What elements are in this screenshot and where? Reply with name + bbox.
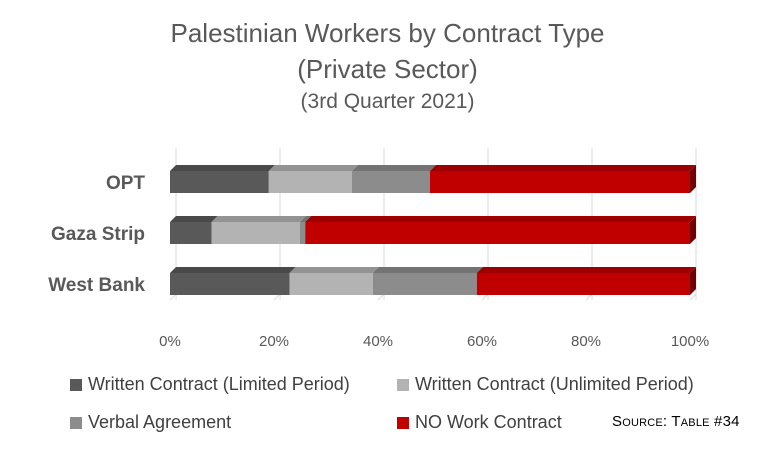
legend-swatch-unlimited — [397, 378, 409, 391]
bar-segment — [476, 273, 690, 295]
bar-segment-top — [211, 216, 306, 222]
chart-period: (3rd Quarter 2021) — [300, 90, 475, 113]
bar-segment-top — [170, 216, 218, 222]
chart-title: Palestinian Workers by Contract Type — [170, 18, 605, 48]
bar-segment — [170, 222, 212, 244]
x-tick-label: 0% — [159, 333, 181, 350]
bar-segment — [372, 273, 477, 295]
bar-segment-side — [690, 216, 696, 244]
legend-label-no-contract: NO Work Contract — [415, 412, 562, 432]
bar-segment-top — [430, 165, 696, 171]
chart-subtitle: (Private Sector) — [297, 54, 478, 84]
legend-item-no-contract: NO Work Contract — [397, 412, 562, 433]
bar-segment-top — [305, 216, 696, 222]
bar-segment-top — [372, 267, 483, 273]
bar-segment-top — [476, 267, 696, 273]
bar-segment-top — [352, 165, 436, 171]
bar-segment — [268, 171, 352, 193]
category-label: West Bank — [48, 275, 145, 296]
bar-segment-top — [268, 165, 358, 171]
legend-label-unlimited: Written Contract (Unlimited Period) — [415, 374, 694, 394]
legend-label-verbal: Verbal Agreement — [88, 412, 232, 432]
legend-swatch-limited — [70, 378, 82, 391]
bar-segment — [300, 222, 306, 244]
legend-swatch-verbal — [70, 416, 82, 429]
x-tick-label: 20% — [259, 333, 289, 350]
gridline-floor — [689, 293, 697, 301]
legend-swatch-no-contract — [397, 416, 409, 429]
legend-label-limited: Written Contract (Limited Period) — [88, 374, 350, 394]
bar-segment — [305, 222, 690, 244]
x-tick-label: 40% — [363, 333, 393, 350]
bar-segment-side — [690, 165, 696, 193]
bar-segment-top — [170, 165, 275, 171]
bar-segment — [289, 273, 373, 295]
bar-segment-top — [170, 267, 296, 273]
legend-item-unlimited: Written Contract (Unlimited Period) — [397, 374, 694, 395]
category-label: OPT — [106, 173, 145, 194]
category-label: Gaza Strip — [51, 224, 145, 245]
bar-segment — [211, 222, 300, 244]
legend-item-verbal: Verbal Agreement — [70, 412, 231, 433]
bar-segment — [352, 171, 430, 193]
legend-item-limited: Written Contract (Limited Period) — [70, 374, 350, 395]
x-tick-label: 60% — [467, 333, 497, 350]
bar-segment-top — [300, 216, 312, 222]
bar-segment-top — [289, 267, 379, 273]
bar-segment — [430, 171, 690, 193]
x-tick-label: 100% — [671, 333, 709, 350]
x-tick-label: 80% — [571, 333, 601, 350]
bar-segment — [170, 171, 269, 193]
bar-segment-side — [690, 267, 696, 295]
source-note: Source: Table #34 — [612, 413, 740, 430]
bar-segment — [170, 273, 290, 295]
